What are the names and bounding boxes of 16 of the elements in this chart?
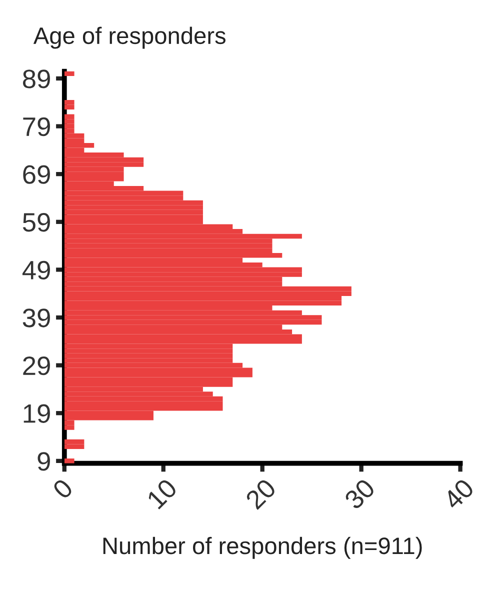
y-tick-label: 89 [22, 70, 50, 88]
y-tick-label: 29 [23, 356, 50, 376]
y-tick-label: 79 [23, 117, 50, 136]
y-tick-label: 9 [38, 452, 50, 471]
y-tick-label: 19 [24, 404, 50, 423]
x-tick-label: 0 [52, 478, 74, 500]
y-tick-label: 59 [22, 213, 50, 232]
y-tick-label: 49 [22, 260, 50, 280]
x-axis-title: Number of responders (n=911) [103, 536, 422, 559]
chart-title: Age of responders [33, 26, 226, 49]
x-tick-label: 30 [343, 478, 376, 510]
x-tick-label: 20 [244, 478, 278, 510]
y-tick-label: 69 [23, 165, 50, 184]
x-tick-label: 10 [146, 478, 178, 510]
y-tick-label: 39 [22, 308, 50, 328]
x-tick-label: 40 [442, 478, 475, 511]
